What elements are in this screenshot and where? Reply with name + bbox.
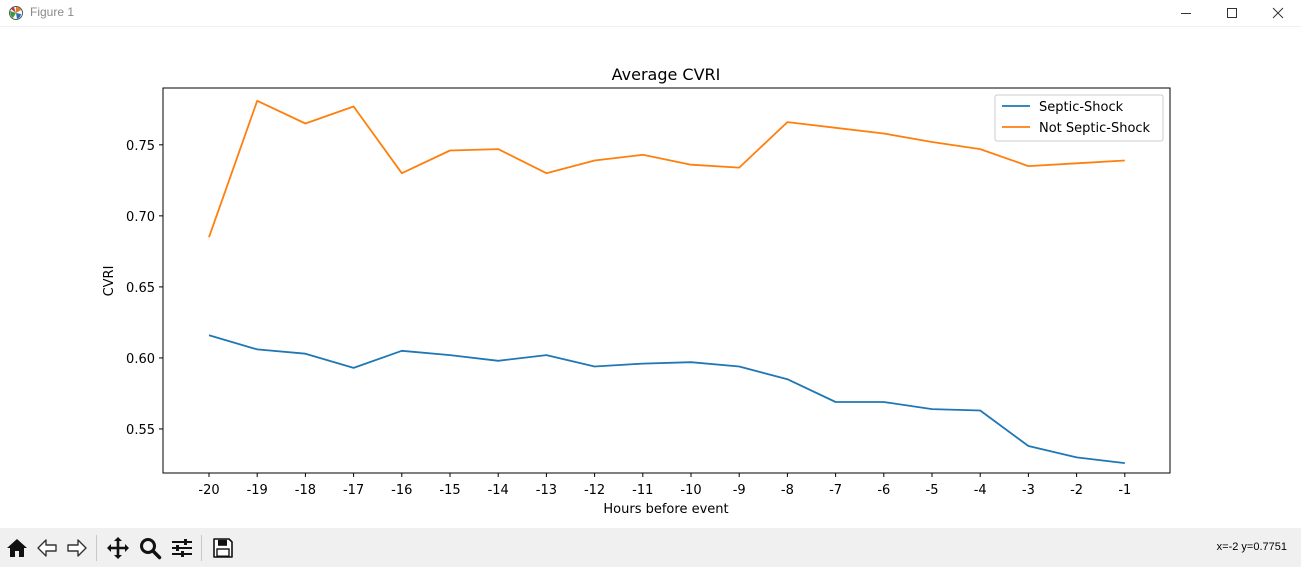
zoom-button[interactable]	[136, 534, 164, 562]
toolbar-separator	[201, 535, 202, 561]
series-line-not-septic-shock	[208, 99, 1125, 238]
y-tick-label: 0.65	[126, 281, 155, 296]
home-button[interactable]	[3, 534, 31, 562]
x-tick-label: -19	[247, 483, 268, 498]
matplotlib-logo-icon	[9, 6, 23, 20]
pan-button[interactable]	[104, 534, 132, 562]
x-tick-label: -2	[1070, 483, 1083, 498]
x-tick-label: -6	[877, 483, 890, 498]
x-tick-label: -3	[1022, 483, 1035, 498]
title-bar[interactable]: Figure 1	[0, 0, 1301, 27]
x-tick-label: -7	[829, 483, 842, 498]
x-tick-label: -5	[926, 483, 939, 498]
x-tick-label: -1	[1118, 483, 1131, 498]
y-tick-label: 0.60	[126, 352, 155, 367]
x-tick-label: -8	[781, 483, 794, 498]
figure-canvas[interactable]: Average CVRI Hours before event CVRI -20…	[0, 27, 1301, 528]
home-icon	[7, 539, 27, 557]
window-title: Figure 1	[30, 5, 75, 19]
x-tick-label: -20	[198, 483, 219, 498]
minimize-button[interactable]	[1163, 0, 1209, 26]
legend: Septic-Shock Not Septic-Shock	[994, 94, 1164, 142]
x-tick-label: -18	[295, 483, 316, 498]
legend-label-septic-shock: Septic-Shock	[1039, 100, 1124, 115]
pan-icon	[107, 537, 129, 559]
x-tick-label: -10	[680, 483, 701, 498]
x-tick-label: -17	[343, 483, 364, 498]
x-tick-label: -13	[536, 483, 557, 498]
toolbar-separator	[96, 535, 97, 561]
coordinate-readout: x=-2 y=0.7751	[1216, 541, 1287, 553]
x-tick-label: -11	[632, 483, 653, 498]
y-tick-label: 0.55	[126, 423, 155, 438]
minimize-icon	[1181, 13, 1191, 14]
y-axis-label: CVRI	[102, 266, 117, 297]
legend-label-not-septic-shock: Not Septic-Shock	[1039, 121, 1151, 136]
series-line-septic-shock	[208, 334, 1125, 464]
close-button[interactable]	[1255, 0, 1301, 26]
x-axis-label: Hours before event	[603, 502, 728, 517]
close-icon	[1272, 7, 1284, 19]
configure-subplots-icon	[172, 539, 192, 557]
back-button[interactable]	[33, 534, 61, 562]
x-tick-label: -14	[488, 483, 509, 498]
x-tick-label: -9	[733, 483, 746, 498]
x-tick-label: -15	[439, 483, 460, 498]
forward-button[interactable]	[63, 534, 91, 562]
forward-arrow-icon	[67, 539, 87, 557]
plot-area	[162, 87, 1171, 474]
y-axis-ticks: 0.55 0.60 0.65 0.70 0.75	[126, 139, 163, 438]
save-button[interactable]	[209, 534, 237, 562]
back-arrow-icon	[37, 539, 57, 557]
maximize-button[interactable]	[1209, 0, 1255, 26]
zoom-icon	[140, 538, 162, 560]
y-tick-label: 0.70	[126, 210, 155, 225]
chart-title: Average CVRI	[612, 65, 721, 84]
x-axis-ticks: -20 -19 -18 -17 -16 -15 -14 -13 -12 -11 -10 -9 -8 -7 -…	[198, 473, 1131, 498]
maximize-icon	[1227, 8, 1237, 18]
configure-subplots-button[interactable]	[168, 534, 196, 562]
y-tick-label: 0.75	[126, 139, 155, 154]
legend-box	[994, 94, 1164, 142]
navigation-toolbar: x=-2 y=0.7751	[0, 528, 1301, 567]
x-tick-label: -12	[584, 483, 605, 498]
save-icon	[213, 538, 233, 558]
series-lines	[208, 99, 1125, 464]
x-tick-label: -16	[391, 483, 412, 498]
x-tick-label: -4	[974, 483, 987, 498]
